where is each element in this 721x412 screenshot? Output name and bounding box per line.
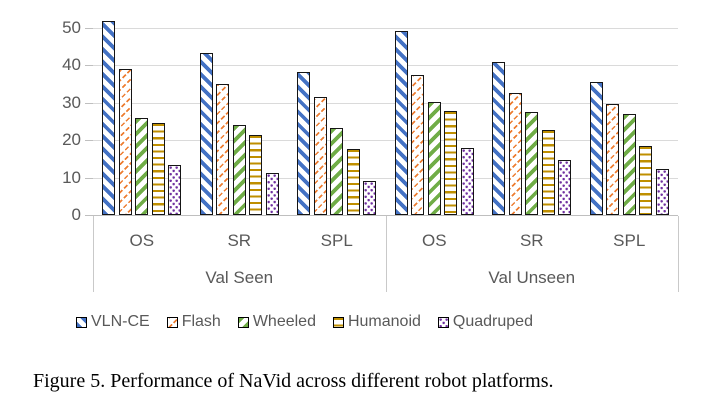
legend-swatch-humanoid: [332, 316, 344, 328]
y-tick-20: [85, 140, 93, 142]
legend-item-humanoid: Humanoid: [332, 313, 421, 331]
bar-humanoid-1: [249, 134, 263, 215]
x-axis-label-5: SPL: [613, 231, 646, 250]
figure-caption: Figure 5. Performance of NaVid across di…: [33, 370, 554, 392]
bar-vln-ce-3: [394, 31, 408, 215]
bar-flash-0: [118, 69, 132, 215]
legend-swatch-wheeled: [237, 316, 249, 328]
y-tick-0: [85, 215, 93, 216]
y-axis-label-40: 40: [62, 55, 81, 75]
bar-wheeled-4: [525, 112, 539, 215]
legend-label-quadruped: Quadruped: [452, 313, 533, 330]
legend-label-flash: Flash: [181, 313, 221, 330]
y-tick-40: [85, 65, 93, 67]
gridline-30: [93, 102, 678, 104]
bar-wheeled-2: [330, 128, 344, 215]
bar-group-unseen-sr: [483, 0, 581, 215]
bar-vln-ce-0: [102, 20, 116, 215]
x-axis-group-label-0: Val Seen: [205, 268, 274, 287]
bar-flash-1: [216, 84, 230, 215]
y-axis-label-0: 0: [71, 205, 81, 224]
legend-swatch-flash: [166, 316, 178, 328]
bar-vln-ce-2: [297, 72, 311, 215]
bar-group-unseen-spl: [581, 0, 679, 215]
bar-flash-2: [313, 97, 327, 215]
bar-quadruped-1: [265, 173, 279, 215]
x-axis-label-3: OS: [421, 231, 447, 250]
y-axis-label-10: 10: [62, 167, 81, 187]
legend-swatch-vln-ce: [76, 316, 87, 328]
bar-wheeled-5: [622, 114, 636, 215]
bar-vln-ce-1: [199, 53, 213, 215]
bar-group-seen-spl: [288, 0, 386, 215]
legend-item-vln-ce: VLN-CE: [76, 313, 150, 331]
category-separator-2: [678, 216, 679, 292]
legend-item-quadruped: Quadruped: [437, 313, 533, 331]
bar-vln-ce-5: [589, 81, 603, 215]
x-axis-label-2: SPL: [320, 231, 353, 250]
y-axis-label-30: 30: [62, 92, 81, 112]
x-axis-label-1: SR: [227, 231, 252, 250]
bar-flash-5: [606, 104, 620, 215]
gridline-10: [93, 177, 678, 179]
legend-label-humanoid: Humanoid: [347, 313, 421, 330]
bar-flash-4: [508, 93, 522, 215]
bar-humanoid-3: [444, 111, 458, 215]
bar-group-unseen-os: [386, 0, 484, 215]
bar-quadruped-4: [558, 159, 572, 215]
bar-humanoid-4: [541, 129, 555, 215]
x-axis-label-4: SR: [519, 231, 544, 250]
gridline-50: [93, 28, 678, 29]
bar-wheeled-0: [135, 118, 149, 215]
bar-wheeled-1: [232, 125, 246, 215]
x-axis-line: [93, 215, 678, 216]
category-separator-1: [385, 216, 387, 292]
bar-quadruped-2: [363, 181, 377, 215]
gridline-40: [93, 65, 678, 67]
bar-quadruped-3: [460, 148, 474, 215]
legend-item-flash: Flash: [166, 313, 221, 331]
y-axis-label-20: 20: [62, 130, 81, 150]
x-axis-label-0: OS: [129, 231, 155, 250]
bar-humanoid-2: [346, 149, 360, 215]
bar-vln-ce-4: [492, 61, 506, 215]
y-tick-10: [85, 177, 93, 179]
y-tick-50: [85, 28, 93, 29]
bar-group-seen-os: [93, 0, 191, 215]
y-tick-30: [85, 102, 93, 104]
legend-label-wheeled: Wheeled: [252, 313, 316, 330]
bar-humanoid-0: [151, 123, 165, 215]
bar-flash-3: [411, 74, 425, 215]
y-axis-label-50: 50: [62, 18, 81, 37]
legend-swatch-quadruped: [437, 316, 449, 328]
chart-legend: VLN-CE Flash Wheeled Humanoid Quadruped: [76, 313, 533, 331]
x-axis-group-label-1: Val Unseen: [488, 268, 576, 287]
bar-wheeled-3: [427, 102, 441, 215]
bar-quadruped-0: [168, 165, 182, 215]
bar-group-seen-sr: [191, 0, 289, 215]
bar-quadruped-5: [655, 169, 669, 215]
legend-label-vln-ce: VLN-CE: [91, 313, 150, 330]
legend-item-wheeled: Wheeled: [237, 313, 316, 331]
category-separator-0: [93, 216, 94, 292]
gridline-20: [93, 140, 678, 142]
bar-humanoid-5: [639, 145, 653, 215]
